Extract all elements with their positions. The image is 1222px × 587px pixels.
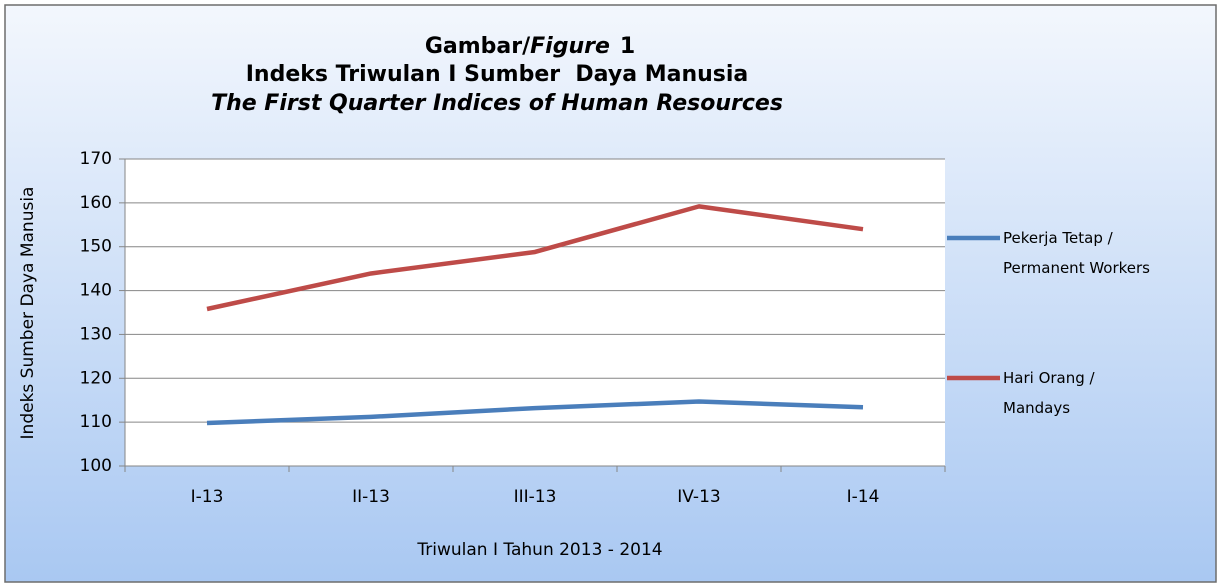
legend-line: Mandays (1003, 399, 1070, 417)
x-tick-label: IV-13 (677, 487, 720, 507)
plot-area (125, 159, 945, 466)
x-axis-title: Triwulan I Tahun 2013 - 2014 (416, 540, 662, 560)
title-part: Figure (530, 34, 610, 59)
series-line (206, 399, 864, 426)
legend-label: Hari Orang / Mandays (1003, 369, 1096, 417)
legend-line: Permanent Workers (1003, 259, 1150, 277)
y-tick-label: 160 (80, 193, 112, 213)
x-tick-label: II-13 (352, 487, 390, 507)
title-part: Gambar/ (425, 34, 531, 59)
y-axis-title: Indeks Sumber Daya Manusia (18, 187, 38, 440)
y-tick-label: 120 (80, 368, 112, 388)
y-tick-label: 100 (80, 456, 112, 476)
y-tick-label: 110 (80, 412, 112, 432)
y-tick-label: 150 (80, 237, 112, 257)
legend-label: Pekerja Tetap / Permanent Workers (1003, 229, 1150, 277)
legend-line: Pekerja Tetap / (1003, 229, 1114, 247)
y-tick-label: 170 (80, 149, 112, 169)
series-line (206, 204, 864, 312)
x-tick-label: I-13 (191, 487, 224, 507)
legend-line: Hari Orang / (1003, 369, 1096, 387)
x-tick-label: I-14 (847, 487, 880, 507)
y-tick-label: 140 (80, 281, 112, 301)
x-tick-label: III-13 (514, 487, 557, 507)
title-part: 1 (620, 34, 635, 59)
chart-title: Gambar/Figure 1 (425, 34, 635, 59)
chart-subtitle: Indeks Triwulan I Sumber Daya Manusia (246, 62, 749, 87)
y-tick-label: 130 (80, 324, 112, 344)
chart-subtitle: The First Quarter Indices of Human Resou… (211, 91, 783, 116)
